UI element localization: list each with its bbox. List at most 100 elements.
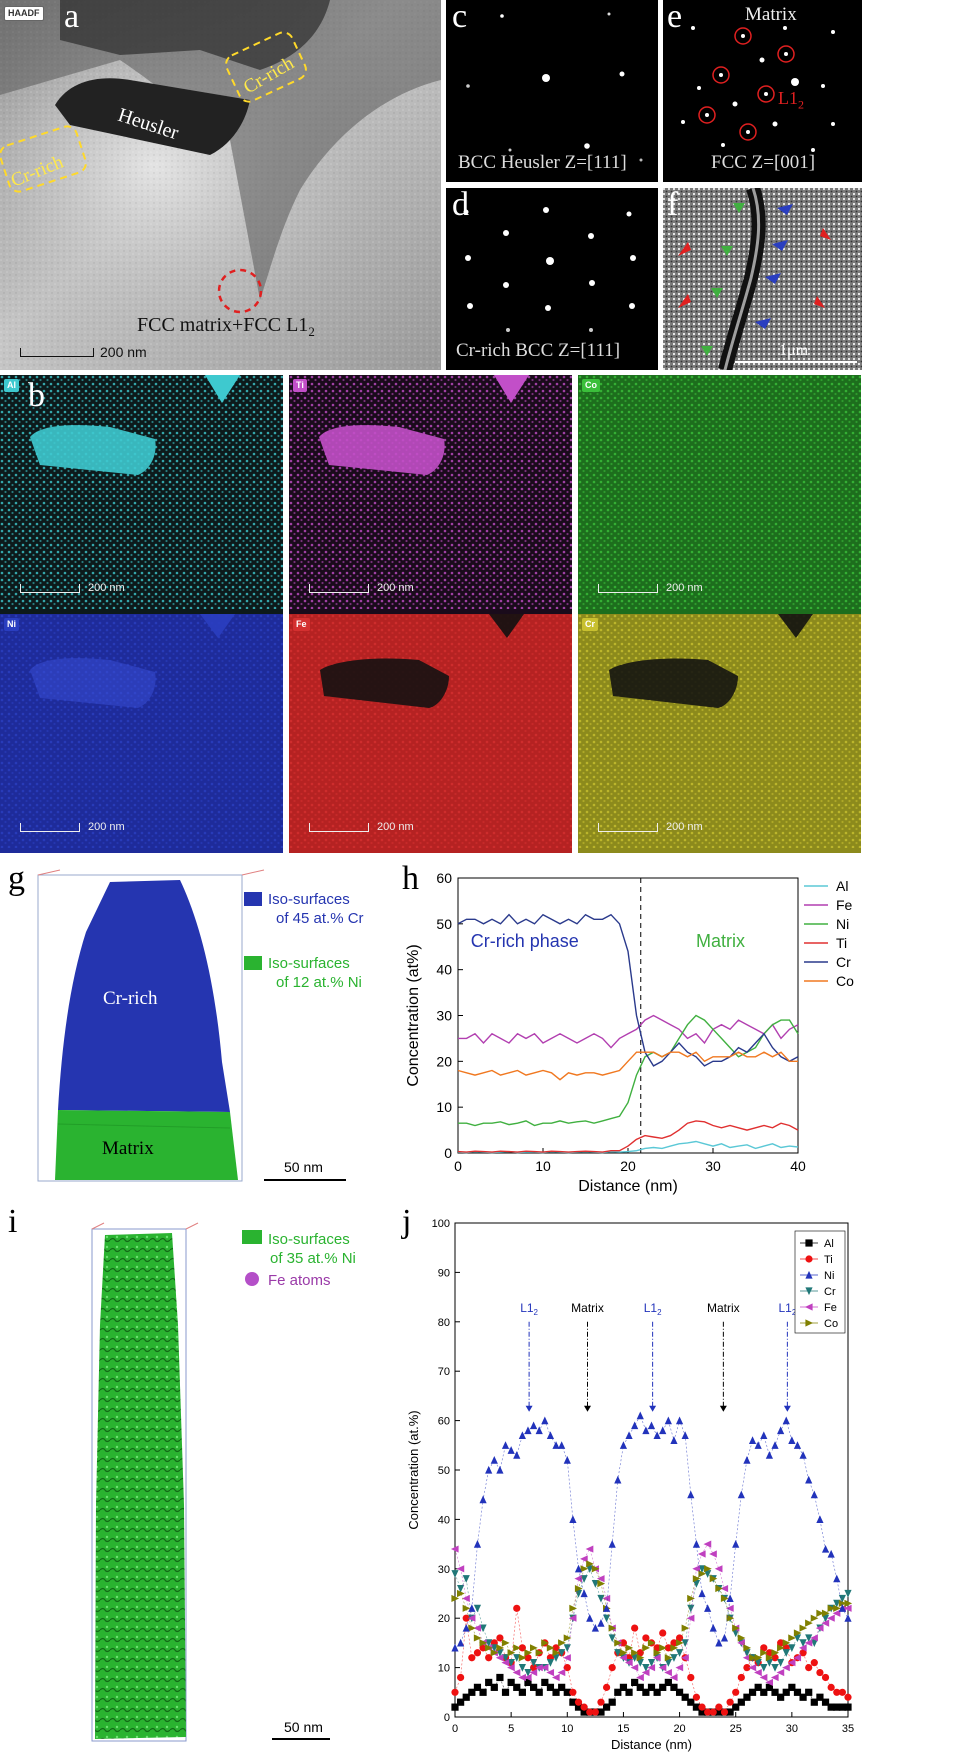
data-point-fe [821, 1619, 830, 1627]
data-point-co [479, 1639, 488, 1647]
data-point-cr [597, 1594, 605, 1603]
data-point-al [535, 1688, 543, 1696]
data-point-ni [659, 1426, 667, 1435]
data-point-cr [821, 1614, 830, 1623]
data-point-co [507, 1649, 516, 1657]
data-point-cr [675, 1649, 684, 1657]
data-point-ni [530, 1421, 538, 1430]
eds-map-fe: Fe 200 nm [289, 614, 572, 853]
data-point-ni [451, 1643, 459, 1652]
matrix-region-circle [217, 268, 263, 314]
data-point-ti [608, 1664, 616, 1672]
data-point-fe [703, 1540, 712, 1548]
panel-a-haadf-image: HAADF a Heusler Cr-rich Cr-rich FCC matr… [0, 0, 441, 370]
eds-element-badge: Ni [4, 618, 19, 631]
data-point-co [810, 1614, 819, 1622]
data-point-cr [586, 1565, 594, 1573]
x-tick-label: 40 [790, 1158, 806, 1174]
eds-scalebar-line [598, 822, 658, 832]
legend-label-cr: Cr [836, 954, 851, 970]
data-point-co [737, 1634, 746, 1642]
panel-c-caption: BCC Heusler Z=[111] [458, 152, 627, 173]
data-point-al [541, 1678, 549, 1687]
data-point-fe [776, 1668, 785, 1677]
data-point-fe [507, 1664, 515, 1672]
data-point-al [748, 1688, 757, 1696]
data-point-fe [602, 1594, 611, 1603]
data-point-cr [777, 1659, 785, 1667]
data-point-ti [563, 1664, 571, 1672]
data-point-cr [805, 1634, 813, 1643]
data-point-ni [485, 1465, 493, 1474]
series-line-ni [458, 1014, 799, 1127]
data-point-fe [563, 1654, 571, 1662]
data-point-fe [681, 1654, 689, 1662]
y-tick-label: 10 [438, 1663, 450, 1675]
data-point-cr [614, 1649, 622, 1657]
data-point-ni [743, 1456, 751, 1464]
data-point-cr [558, 1649, 566, 1657]
data-point-al [451, 1703, 459, 1711]
data-point-ti [479, 1644, 487, 1652]
panel-a-scalebar: 200 nm [20, 344, 147, 360]
g-legend-ni-line1: Iso-surfaces [268, 955, 350, 972]
data-point-ti [518, 1644, 526, 1652]
i-legend-ni-line1: Iso-surfaces [268, 1231, 350, 1248]
data-point-al [732, 1703, 740, 1711]
data-point-fe [495, 1654, 504, 1662]
panel-f-letter: f [667, 188, 679, 223]
x-tick-label: 0 [454, 1158, 462, 1174]
data-point-ni [524, 1426, 532, 1435]
data-point-cr [473, 1604, 482, 1613]
data-point-ni [541, 1416, 549, 1425]
data-point-al [636, 1683, 644, 1691]
x-tick-label: 0 [452, 1723, 458, 1735]
data-point-ni [569, 1515, 577, 1523]
data-point-ni [586, 1614, 594, 1622]
eds-scalebar-label: 200 nm [88, 821, 125, 833]
eds-scalebar-line [20, 583, 80, 593]
data-point-fe [843, 1604, 852, 1612]
data-point-cr [591, 1580, 599, 1588]
data-point-al [563, 1688, 571, 1696]
data-point-ti [771, 1654, 779, 1662]
data-point-ti [810, 1659, 818, 1667]
data-point-cr [513, 1654, 521, 1662]
data-point-fe [551, 1673, 560, 1682]
data-point-co [524, 1649, 533, 1657]
data-point-ni [715, 1638, 723, 1647]
data-point-ni [462, 1623, 470, 1632]
data-point-al [518, 1688, 526, 1696]
data-point-fe [574, 1575, 583, 1583]
eds-scalebar-label: 200 nm [666, 821, 703, 833]
eds-element-badge: Ti [293, 379, 307, 392]
data-point-ni [574, 1564, 583, 1573]
data-point-ni [704, 1604, 712, 1612]
y-axis-label: Concentration (at.%) [406, 1410, 421, 1529]
series-al [451, 1673, 852, 1716]
data-point-al [552, 1688, 560, 1696]
data-point-ni [501, 1441, 510, 1449]
y-tick-label: 10 [436, 1099, 452, 1115]
data-point-fe [714, 1565, 723, 1573]
data-point-fe [658, 1664, 667, 1672]
series-line-co [457, 1051, 798, 1081]
data-point-co [530, 1644, 538, 1652]
g-legend-cr-line1: Iso-surfaces [268, 891, 350, 908]
data-point-co [535, 1649, 544, 1657]
eds-map-image [0, 614, 283, 848]
region-arrow-head [525, 1405, 533, 1412]
data-point-cr [754, 1659, 762, 1667]
eds-map-cr: Cr 200 nm [578, 614, 861, 853]
data-point-cr [608, 1634, 616, 1643]
data-point-fe [619, 1654, 628, 1662]
data-point-fe [653, 1654, 661, 1662]
y-tick-label: 70 [438, 1366, 450, 1378]
panel-e-diffraction: e Matrix L12 FCC Z=[001] [663, 0, 862, 182]
diffraction-pattern-d [463, 207, 636, 332]
data-point-cr [698, 1565, 706, 1573]
data-point-al [692, 1703, 701, 1711]
data-point-al [715, 1708, 723, 1716]
diffraction-pattern-e [681, 26, 835, 152]
data-point-cr [838, 1594, 846, 1603]
